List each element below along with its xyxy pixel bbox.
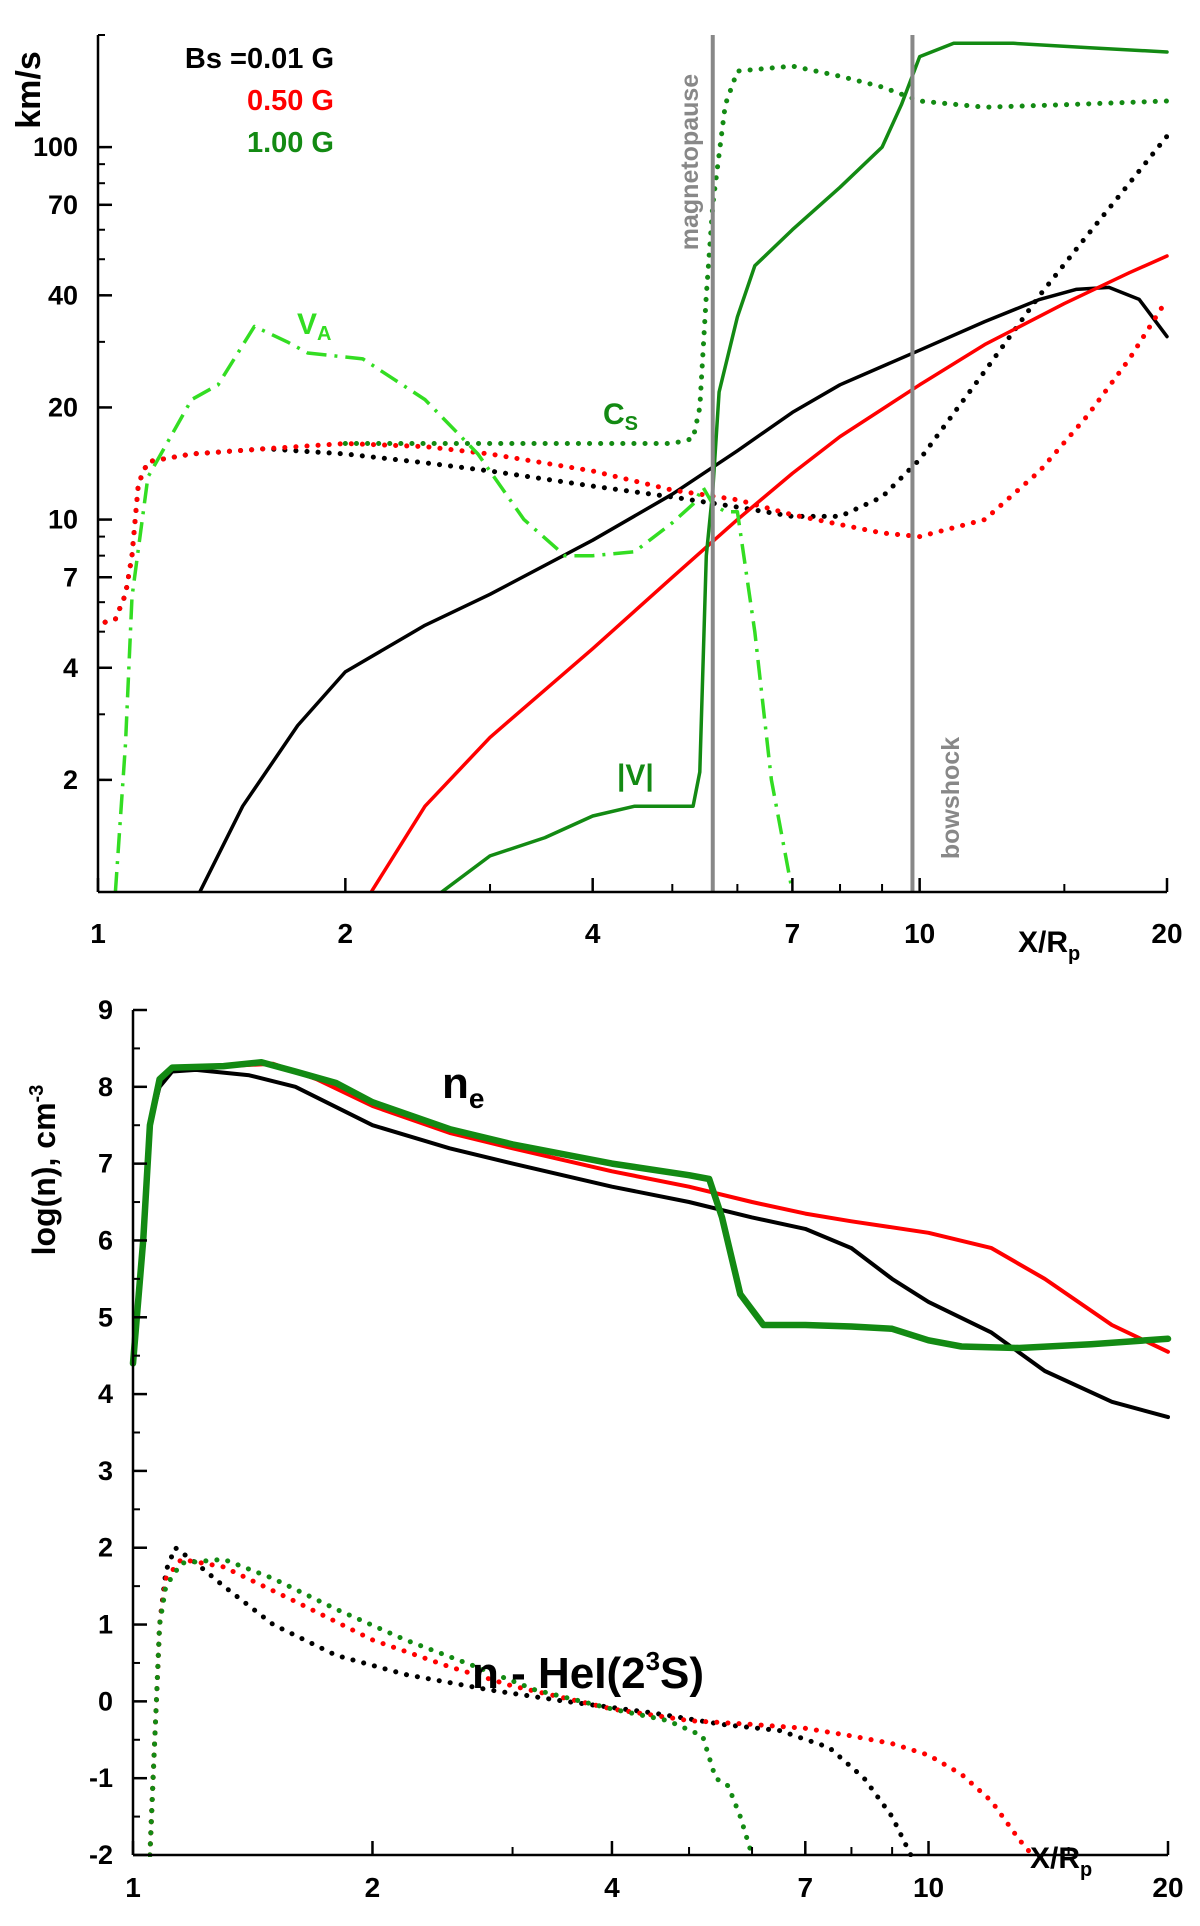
ne-annotation: ne: [442, 1059, 484, 1114]
series-line-6: [113, 324, 795, 892]
y-tick-label-1: 4: [63, 653, 78, 683]
density-axes: -2 -1 0 1 2 3 4 5 6 7 8 9 1 2 4 7 10 20: [89, 995, 1184, 1903]
series-line-2: [129, 1058, 1172, 1367]
x-tick-label-4: 10: [913, 1872, 944, 1903]
y-tick-label-8: 6: [98, 1225, 113, 1255]
y-tick-label-9: 7: [98, 1149, 113, 1179]
x-tick-label-3: 7: [798, 1872, 814, 1903]
series-line-5: [147, 1556, 755, 1857]
y-tick-label-3: 10: [48, 505, 78, 535]
x-tick-label-2: 4: [585, 918, 601, 949]
y-tick-label-1: -1: [89, 1763, 113, 1793]
y-axis-label: km/s: [10, 51, 48, 129]
series-line-2: [369, 254, 1169, 892]
x-tick-label-4: 10: [904, 918, 935, 949]
y-tick-label-6: 4: [98, 1379, 113, 1409]
bowshock-label: bowshock: [937, 737, 965, 859]
series-line-1: [102, 133, 1169, 625]
y-tick-label-4: 20: [48, 392, 78, 422]
series-line-0: [198, 285, 1169, 892]
series-line-4: [147, 1556, 1035, 1857]
velocity-labels: km/s Bs =0.01 G 0.50 G 1.00 G magnetopau…: [10, 43, 1080, 965]
he-annotation: n - HeI(23S): [472, 1646, 704, 1698]
x-tick-label-5: 20: [1152, 1872, 1183, 1903]
x-axis-label: X/Rp: [1030, 1842, 1092, 1881]
y-tick-label-5: 3: [98, 1456, 113, 1486]
series-line-3: [147, 1545, 914, 1857]
x-axis-label: X/Rp: [1018, 926, 1080, 965]
y-tick-label-3: 1: [98, 1610, 113, 1640]
y-tick-label-4: 2: [98, 1533, 113, 1563]
v-annotation: |V|: [617, 759, 654, 792]
x-tick-label-0: 1: [90, 918, 106, 949]
va-annotation: VA: [297, 308, 331, 345]
x-tick-label-2: 4: [604, 1872, 620, 1903]
y-tick-label-10: 8: [98, 1072, 113, 1102]
legend-item-0: Bs =0.01 G: [185, 43, 334, 75]
legend-item-1: 0.50 G: [247, 85, 334, 117]
density-chart: -2 -1 0 1 2 3 4 5 6 7 8 9 1 2 4 7 10 20 log(n), cm-3 ne n…: [26, 995, 1184, 1903]
y-tick-label-7: 100: [33, 132, 78, 162]
velocity-chart: 2 4 7 10 20 40 70 100 1 2 4 7 10 20 km/s Bs =0.01 G 0…: [10, 34, 1183, 965]
y-tick-label-2: 0: [98, 1686, 113, 1716]
x-tick-label-1: 2: [338, 918, 354, 949]
legend-item-2: 1.00 G: [247, 127, 334, 159]
y-tick-label-6: 70: [48, 190, 78, 220]
x-tick-label-3: 7: [785, 918, 801, 949]
y-tick-label-2: 7: [63, 562, 78, 592]
boundary-lines: [710, 35, 915, 892]
series-line-3: [102, 296, 1169, 625]
series-line-5: [342, 63, 1169, 446]
density-labels: log(n), cm-3 ne n - HeI(23S) X/Rp: [26, 1059, 1092, 1881]
velocity-series-group: [102, 41, 1169, 892]
series-line-4: [439, 41, 1169, 892]
series-line-0: [131, 1067, 1170, 1420]
x-tick-label-0: 1: [125, 1872, 141, 1903]
y-tick-label-5: 40: [48, 280, 78, 310]
x-tick-label-1: 2: [365, 1872, 381, 1903]
cs-annotation: CS: [603, 398, 638, 435]
magnetopause-label: magnetopause: [676, 74, 704, 251]
density-series-group: [129, 1058, 1172, 1857]
y-axis-label: log(n), cm-3: [26, 1085, 62, 1256]
y-tick-label-11: 9: [98, 995, 113, 1025]
series-line-1: [131, 1061, 1170, 1358]
y-tick-label-0: -2: [89, 1840, 113, 1870]
y-tick-label-7: 5: [98, 1302, 113, 1332]
y-tick-label-0: 2: [63, 765, 78, 795]
velocity-axes: 2 4 7 10 20 40 70 100 1 2 4 7 10 20: [33, 34, 1183, 949]
x-tick-label-5: 20: [1151, 918, 1182, 949]
